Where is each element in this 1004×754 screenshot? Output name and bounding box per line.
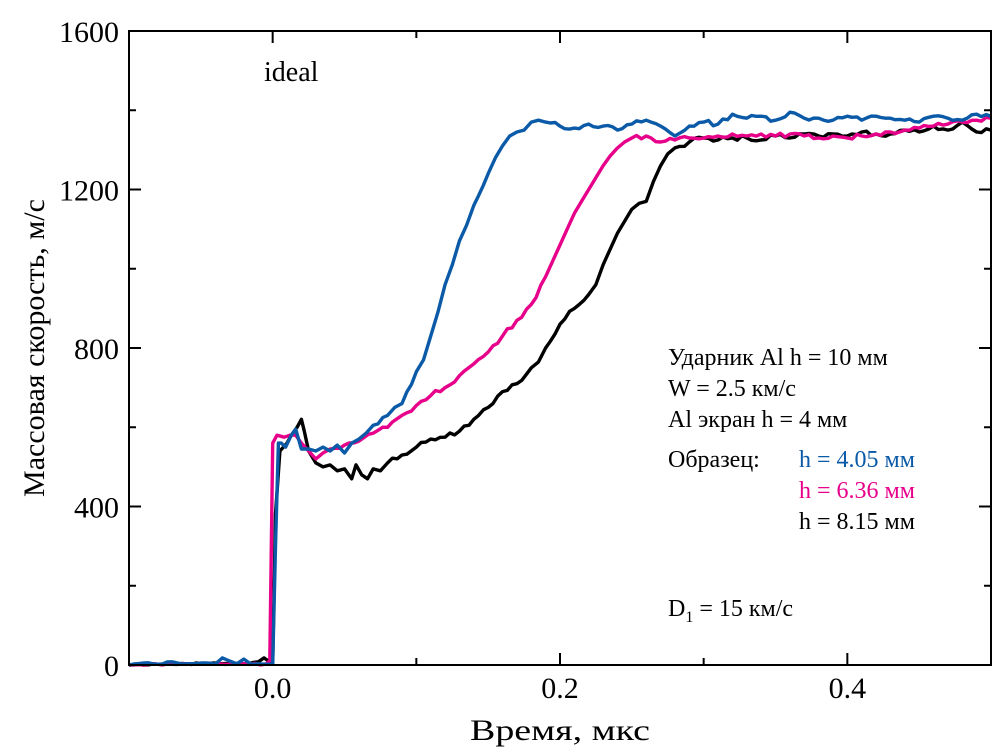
legend-entry-6-36mm: h = 6.36 мм — [799, 478, 915, 504]
annotation-impactor: Ударник Al h = 10 мм — [668, 345, 888, 371]
annotation-velocity: W = 2.5 км/с — [668, 376, 796, 402]
annotation-screen: Al экран h = 4 мм — [668, 407, 847, 433]
legend-annotation-block: Ударник Al h = 10 мм W = 2.5 км/с Al экр… — [668, 345, 915, 626]
axis-ticks — [129, 31, 991, 665]
series-line — [128, 110, 992, 667]
series-group — [128, 110, 992, 667]
y-tick-label: 800 — [74, 333, 119, 366]
plot-frame — [128, 30, 992, 666]
series-405-group — [128, 110, 992, 667]
legend-entry-4-05mm: h = 4.05 мм — [799, 447, 915, 473]
annotation-sample-label: Образец: — [668, 447, 760, 473]
series-815-group — [128, 120, 992, 667]
legend-entry-8-15mm: h = 8.15 мм — [799, 509, 915, 535]
annotation-d1-symbol: D — [668, 596, 685, 622]
annotation-ideal: ideal — [264, 57, 319, 88]
annotation-d1-subscript: 1 — [685, 609, 693, 626]
y-tick-label: 1600 — [59, 16, 119, 49]
x-tick-label: 0.4 — [829, 672, 867, 705]
y-tick-label: 400 — [74, 492, 119, 525]
tick-labels: 0.0 0.2 0.4 0 400 800 1200 1600 — [59, 16, 866, 705]
series-line — [128, 120, 992, 667]
y-tick-label: 0 — [104, 650, 119, 683]
series-line — [128, 115, 992, 667]
x-tick-label: 0.2 — [541, 672, 579, 705]
x-axis-title: Время, мкс — [470, 714, 650, 747]
y-tick-label: 1200 — [59, 175, 119, 208]
annotation-d1: D1 = 15 км/с — [668, 596, 793, 626]
y-axis-title: Массовая скорость, м/с — [18, 199, 51, 497]
x-tick-label: 0.0 — [254, 672, 292, 705]
annotation-d1-value: = 15 км/с — [693, 596, 793, 622]
series-636-group — [128, 115, 992, 667]
